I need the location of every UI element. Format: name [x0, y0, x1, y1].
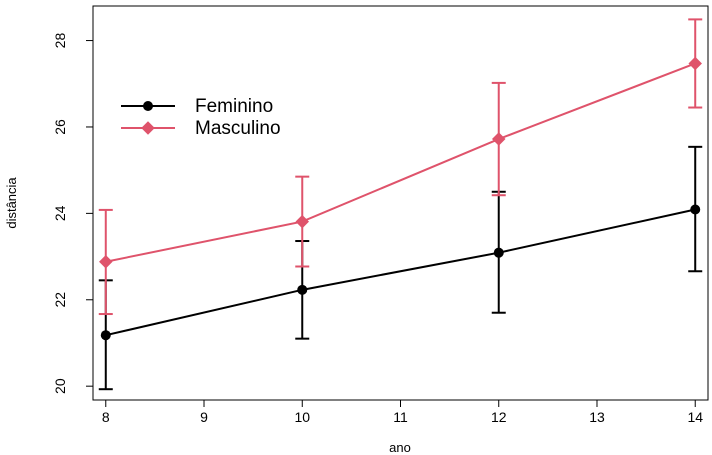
series-line — [105, 208, 696, 337]
x-axis-title: ano — [389, 440, 411, 455]
data-point — [688, 56, 702, 71]
x-tick-label: 9 — [200, 409, 208, 425]
x-tick-label: 13 — [589, 409, 605, 425]
x-tick-label: 8 — [102, 409, 110, 425]
y-tick-label: 24 — [52, 205, 68, 221]
data-point — [143, 101, 153, 111]
data-point — [141, 121, 155, 135]
series-masculino — [98, 18, 703, 316]
x-axis: 8 9 10 11 12 13 14 — [102, 400, 703, 425]
x-tick-label: 11 — [393, 409, 408, 425]
y-axis: 20 22 24 26 28 — [52, 33, 93, 394]
legend-label: Masculino — [195, 118, 281, 139]
legend-entry-masculino: Masculino — [121, 118, 281, 139]
y-tick-label: 20 — [52, 378, 68, 394]
legend-label: Feminino — [195, 96, 273, 117]
series-line — [105, 62, 696, 263]
y-tick-label: 28 — [52, 33, 68, 49]
legend-entry-feminino: Feminino — [121, 96, 273, 117]
data-point — [690, 204, 701, 215]
y-axis-title: distância — [4, 177, 19, 229]
x-tick-label: 12 — [491, 409, 507, 425]
x-tick-label: 10 — [294, 409, 310, 425]
y-tick-label: 26 — [52, 119, 68, 135]
series-layer — [98, 18, 703, 391]
series-feminino — [98, 145, 703, 391]
y-tick-label: 22 — [52, 292, 68, 308]
data-point — [295, 214, 310, 229]
x-tick-label: 14 — [687, 409, 703, 425]
data-point — [491, 132, 506, 146]
data-point — [297, 284, 308, 295]
plot-frame — [92, 5, 709, 401]
data-point — [493, 247, 504, 258]
data-point — [99, 255, 113, 269]
data-point — [100, 330, 111, 341]
